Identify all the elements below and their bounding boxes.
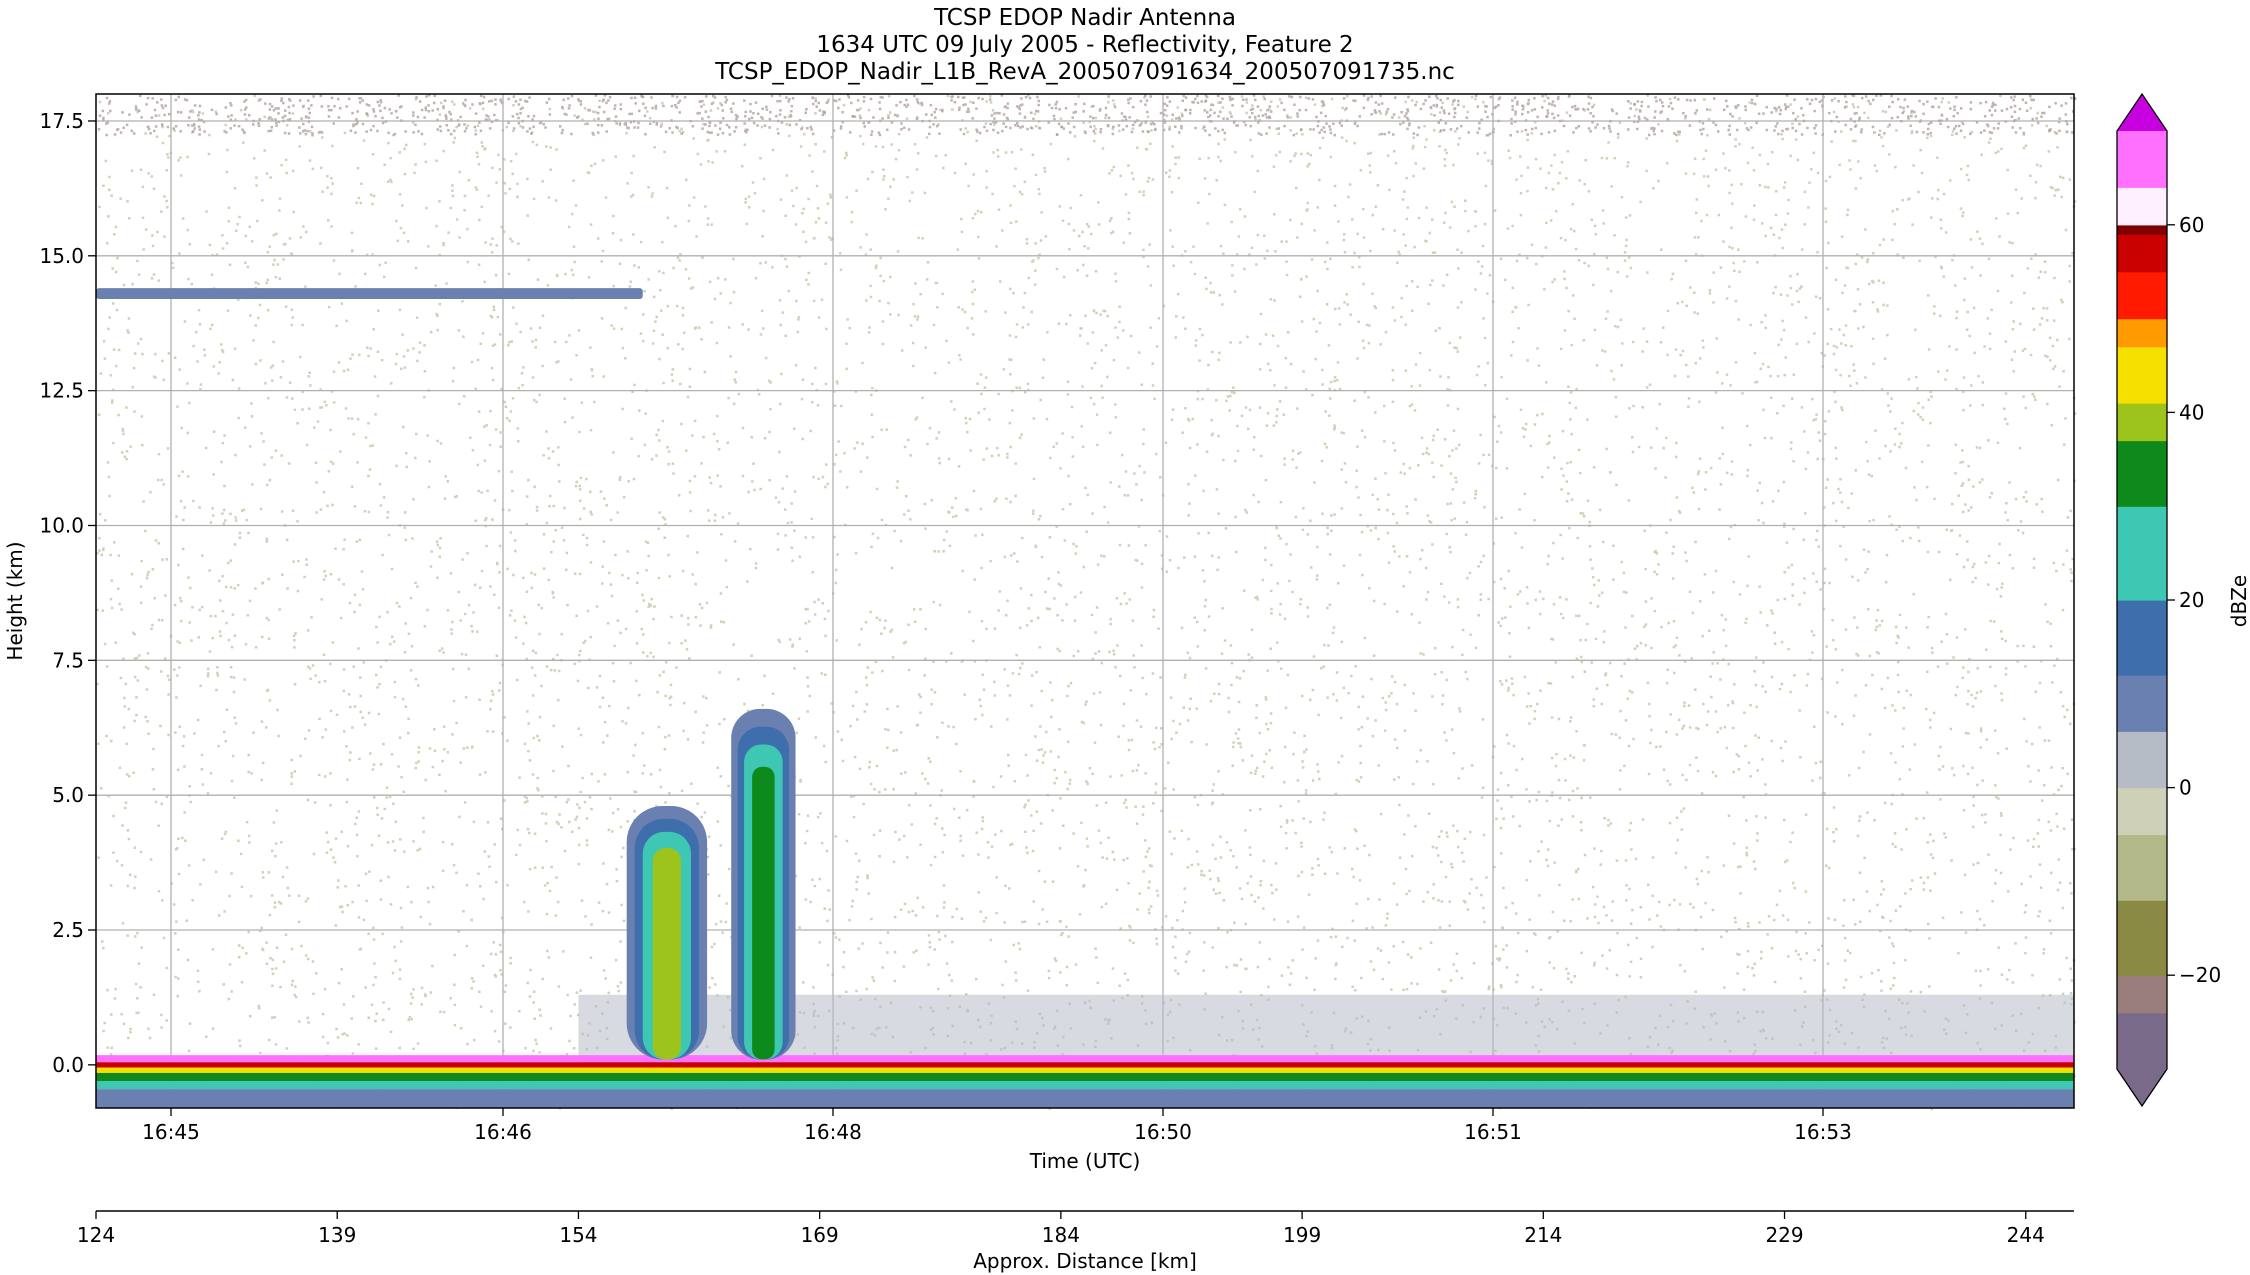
x2-tick-label: 184: [1042, 1223, 1080, 1247]
thin-layer-echo: [96, 288, 643, 299]
colorbar-segment: [2117, 975, 2167, 1014]
y-tick-label: 2.5: [52, 918, 84, 942]
x-axis2-label: Approx. Distance [km]: [973, 1249, 1197, 1273]
x2-tick-label: 139: [318, 1223, 356, 1247]
plot-frame: [95, 93, 2075, 1109]
y-axis-label: Height (km): [3, 541, 27, 660]
plot-background: [96, 94, 2074, 1108]
x2-tick-label: 124: [77, 1223, 115, 1247]
title-block: TCSP EDOP Nadir Antenna 1634 UTC 09 July…: [714, 5, 1455, 85]
title-line-2: 1634 UTC 09 July 2005 - Reflectivity, Fe…: [816, 32, 1353, 58]
colorbar-segment: [2117, 506, 2167, 601]
y-tick-label: 0.0: [52, 1053, 84, 1077]
convective-cell: [652, 848, 681, 1060]
colorbar-min-extend: [2117, 1069, 2167, 1106]
x-tick-label: 16:45: [142, 1120, 200, 1144]
x2-tick-label: 154: [559, 1223, 597, 1247]
x-axis-distance: 124 139 154 169 184 199 214 229 244: [77, 1210, 2074, 1247]
y-tick-label: 5.0: [52, 783, 84, 807]
colorbar-segment: [2117, 234, 2167, 273]
colorbar-segment: [2117, 675, 2167, 732]
x-tick-label: 16:51: [1464, 1120, 1522, 1144]
subsurface-layer: [96, 1081, 2074, 1090]
echo-features: [96, 288, 2075, 1108]
colorbar: −20 0 20 40 60: [2116, 92, 2221, 1108]
x-tick-label: 16:48: [804, 1120, 862, 1144]
title-line-3: TCSP_EDOP_Nadir_L1B_RevA_200507091634_20…: [714, 59, 1455, 85]
surface-return: [96, 1055, 2074, 1063]
colorbar-tick-label: 20: [2179, 588, 2204, 612]
colorbar-segment: [2117, 403, 2167, 442]
x2-tick-label: 214: [1524, 1223, 1562, 1247]
colorbar-segment: [2117, 187, 2167, 226]
title-line-1: TCSP EDOP Nadir Antenna: [933, 5, 1236, 31]
low-level-echo: [578, 994, 2075, 1065]
colorbar-tick-label: 0: [2179, 776, 2192, 800]
colorbar-outline: [2116, 92, 2168, 1108]
x-axis-label: Time (UTC): [1029, 1149, 1141, 1173]
y-axis: 0.0 2.5 5.0 7.5 10.0 12.5 15.0 17.5: [39, 109, 96, 1077]
colorbar-segment: [2117, 600, 2167, 676]
y-tick-label: 15.0: [39, 244, 84, 268]
noise-speckle: [96, 94, 2077, 1111]
colorbar-segment: [2117, 271, 2167, 320]
x-tick-label: 16:46: [474, 1120, 532, 1144]
noise-dots: [96, 94, 2077, 1111]
upper-noise-dots: [97, 94, 2077, 137]
x2-tick-label: 244: [2007, 1223, 2045, 1247]
subsurface-layer: [96, 1089, 2074, 1108]
x-tick-label: 16:50: [1134, 1120, 1192, 1144]
x2-tick-label: 169: [801, 1223, 839, 1247]
colorbar-segment: [2117, 346, 2167, 404]
colorbar-segment: [2117, 131, 2167, 188]
x2-tick-label: 199: [1283, 1223, 1321, 1247]
colorbar-segment: [2117, 834, 2167, 901]
x-tick-label: 16:53: [1794, 1120, 1852, 1144]
y-tick-label: 12.5: [39, 379, 84, 403]
subsurface-layer: [96, 1072, 2074, 1082]
colorbar-max-extend: [2117, 94, 2167, 131]
y-tick-label: 7.5: [52, 648, 84, 672]
x2-tick-label: 229: [1765, 1223, 1803, 1247]
colorbar-segment: [2117, 900, 2167, 976]
colorbar-segment: [2117, 1012, 2167, 1070]
colorbar-segment: [2117, 440, 2167, 507]
colorbar-tick-label: 40: [2179, 400, 2204, 424]
y-tick-label: 17.5: [39, 109, 84, 133]
subsurface-layer: [96, 1062, 2074, 1068]
convective-cell: [752, 766, 775, 1060]
colorbar-label: dBZe: [2227, 575, 2250, 627]
colorbar-segment: [2117, 224, 2167, 235]
colorbar-segment: [2117, 731, 2167, 789]
subsurface-layer: [96, 1067, 2074, 1073]
x-axis-time: 16:45 16:46 16:48 16:50 16:51 16:53: [142, 1108, 1852, 1144]
colorbar-tick-label: −20: [2179, 963, 2221, 987]
colorbar-tick-label: 60: [2179, 213, 2204, 237]
colorbar-segment: [2117, 318, 2167, 348]
y-tick-label: 10.0: [39, 513, 84, 537]
plot-area: [95, 93, 2077, 1111]
colorbar-segment: [2117, 787, 2167, 836]
